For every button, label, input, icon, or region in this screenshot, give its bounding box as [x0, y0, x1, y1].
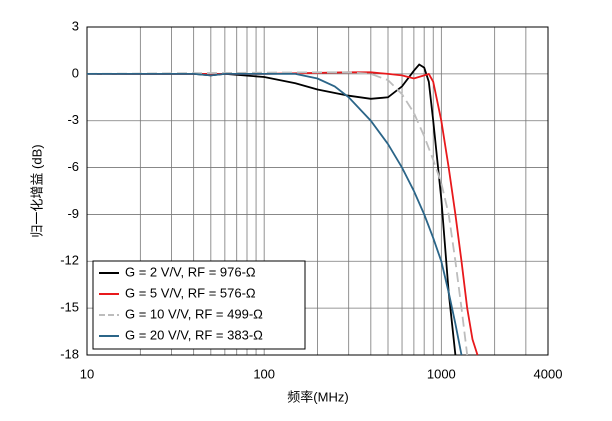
- y-tick-label: -9: [67, 206, 79, 221]
- legend-label: G = 20 V/V, RF = 383-Ω: [125, 327, 263, 342]
- line-series: [87, 71, 479, 356]
- y-tick-label: -12: [60, 253, 79, 268]
- x-tick-label: 4000: [534, 366, 563, 381]
- legend-label: G = 2 V/V, RF = 976-Ω: [125, 264, 256, 279]
- x-tick-label: 10: [80, 366, 94, 381]
- y-tick-label: 3: [72, 18, 79, 33]
- legend-label: G = 10 V/V, RF = 499-Ω: [125, 306, 263, 321]
- legend-box: [92, 260, 306, 350]
- legend: G = 2 V/V, RF = 976-Ω G = 5 V/V, RF = 576…: [92, 260, 306, 350]
- legend-label: G = 5 V/V, RF = 576-Ω: [125, 285, 256, 300]
- x-axis-label: 频率(MHz): [287, 389, 348, 404]
- line-series: [87, 73, 463, 356]
- x-tick-label: 1000: [427, 366, 456, 381]
- y-axis-label: 归一化增益 (dB): [29, 144, 44, 237]
- y-tick-label: -18: [60, 346, 79, 361]
- x-tick-label: 100: [253, 366, 275, 381]
- y-tick-label: -6: [67, 159, 79, 174]
- y-tick-label: 0: [72, 65, 79, 80]
- y-tick-label: -3: [67, 112, 79, 127]
- plot-frame: [86, 26, 549, 356]
- y-tick-label: -15: [60, 300, 79, 315]
